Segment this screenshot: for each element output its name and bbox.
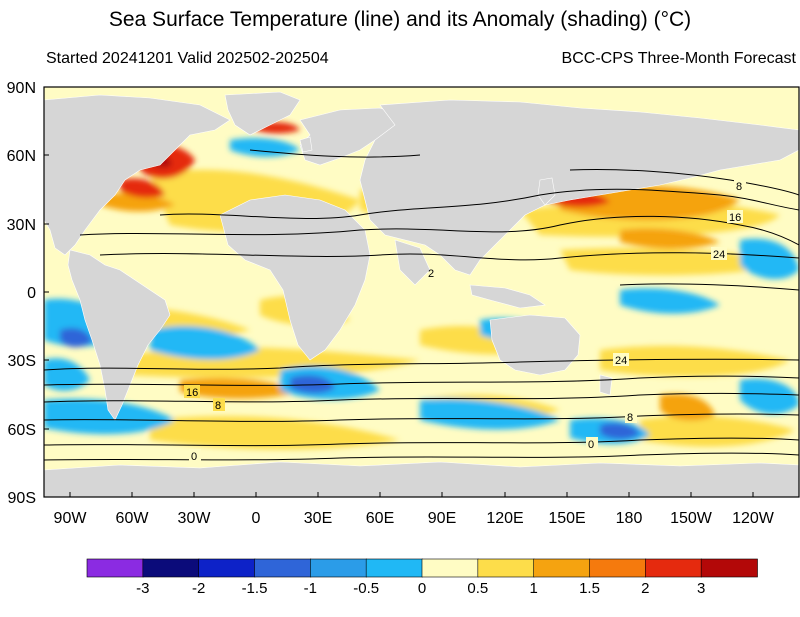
lon-label: 90E [428,510,456,527]
latitude-axis [44,86,49,498]
lat-label: 30S [8,353,36,370]
contour-label: 2 [428,268,434,280]
colorbar-label: 0 [418,580,426,597]
colorbar-swatch [421,558,479,578]
colorbar-label: 2 [641,580,649,597]
lon-label: 120E [486,510,523,527]
colorbar-label: -2 [192,580,205,597]
colorbar-labels: -3 -2 -1.5 -1 -0.5 0 0.5 1 1.5 2 3 [136,580,705,597]
colorbar-swatch [533,558,591,578]
colorbar-label: 1.5 [579,580,600,597]
colorbar-swatch [142,558,200,578]
lat-label: 60N [7,148,36,165]
chart-title: Sea Surface Temperature (line) and its A… [108,8,692,31]
lon-label: 30W [178,510,212,527]
colorbar-swatch [254,558,312,578]
colorbar-swatch [365,558,423,578]
contour-label: 24 [713,249,725,261]
longitude-axis [69,492,754,497]
lon-label: 180 [616,510,643,527]
contour-labels: 8 16 24 24 16 8 8 0 0 2 [184,179,746,463]
forecast-dates: Started 20241201 Valid 202502-202504 [46,50,329,67]
lat-label: 90N [7,80,36,97]
colorbar [86,558,758,578]
contour-label: 0 [191,451,197,463]
colorbar-label: 3 [697,580,705,597]
colorbar-swatch [477,558,535,578]
lon-label: 150E [548,510,585,527]
colorbar-swatch [86,558,144,578]
lon-label: 0 [252,510,261,527]
lat-label: 60S [8,422,36,439]
colorbar-swatch [198,558,256,578]
lon-label: 120W [732,510,775,527]
sst-contours [44,149,799,461]
colorbar-swatch [589,558,647,578]
colorbar-label: 1 [529,580,537,597]
colorbar-swatch [700,558,758,578]
lon-label: 90W [54,510,88,527]
colorbar-swatch [645,558,702,578]
lon-label: 150W [670,510,713,527]
contour-label: 8 [627,412,633,424]
lon-label: 30E [304,510,332,527]
colorbar-swatch [310,558,367,578]
contour-label: 16 [186,387,198,399]
colorbar-label: -1 [304,580,317,597]
colorbar-label: -3 [136,580,149,597]
lat-label: 0 [27,285,36,302]
lat-label: 30N [7,217,36,234]
lat-label: 90S [8,490,36,507]
contour-label: 8 [736,181,742,193]
colorbar-label: -1.5 [242,580,268,597]
contour-label: 8 [215,400,221,412]
longitude-labels: 90W 60W 30W 0 30E 60E 90E 120E 150E 180 … [54,510,775,527]
contour-label: 0 [588,439,594,451]
contour-label: 16 [729,212,741,224]
colorbar-label: 0.5 [467,580,488,597]
contour-label: 24 [615,355,627,367]
forecast-source: BCC-CPS Three-Month Forecast [561,50,796,67]
colorbar-label: -0.5 [353,580,379,597]
latitude-labels: 90N 60N 30N 0 30S 60S 90S [7,80,36,507]
lon-label: 60W [116,510,150,527]
lon-label: 60E [366,510,394,527]
map-plot-area: 8 16 24 24 16 8 8 0 0 2 [44,87,799,497]
